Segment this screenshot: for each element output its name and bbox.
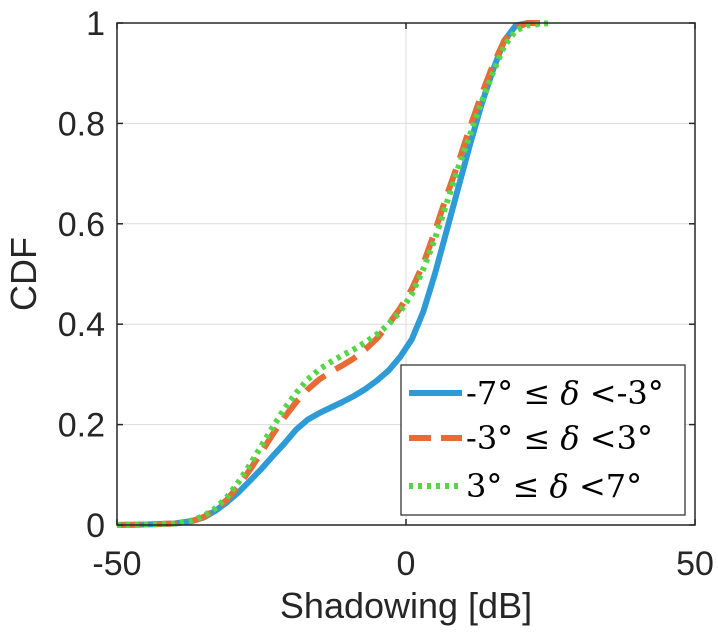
y-tick-label: 0.6 <box>58 206 105 244</box>
y-tick-label: 0.2 <box>58 407 105 445</box>
series-line-3 <box>116 20 551 528</box>
y-tick-label: 0.4 <box>58 306 105 344</box>
legend-label-2: -3° ≤ δ <3° <box>466 419 653 457</box>
axis-ticks <box>116 22 696 526</box>
x-axis-title: Shadowing [dB] <box>280 585 532 626</box>
legend-label-3: 3° ≤ δ <7° <box>466 467 642 505</box>
y-tick-label: 1 <box>86 5 105 43</box>
y-tick-label: 0 <box>86 507 105 545</box>
x-tick-label: 0 <box>397 545 416 583</box>
y-axis-title: CDF <box>3 237 44 311</box>
legend: -7° ≤ δ <-3° -3° ≤ δ <3° 3° ≤ δ <7° <box>400 364 686 516</box>
y-tick-label: 0.8 <box>58 105 105 143</box>
x-tick-label: -50 <box>92 545 141 583</box>
series-lines <box>116 20 551 528</box>
x-tick-label: 50 <box>676 545 714 583</box>
legend-label-1: -7° ≤ δ <-3° <box>466 374 664 412</box>
